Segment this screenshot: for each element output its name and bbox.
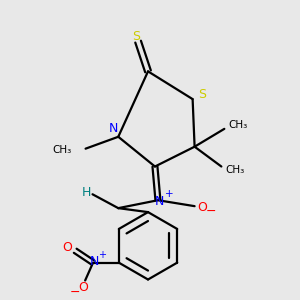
Text: −: − [70,286,80,299]
Text: CH₃: CH₃ [228,120,248,130]
Text: S: S [132,30,140,43]
Text: CH₃: CH₃ [225,166,244,176]
Text: O: O [78,281,88,294]
Text: +: + [98,250,106,260]
Text: O: O [62,241,72,254]
Text: CH₃: CH₃ [52,145,72,155]
Text: +: + [164,189,173,199]
Text: O: O [198,201,208,214]
Text: N: N [155,195,165,208]
Text: S: S [199,88,206,101]
Text: H: H [82,186,91,199]
Text: −: − [206,205,217,218]
Text: N: N [89,255,99,268]
Text: N: N [109,122,118,135]
